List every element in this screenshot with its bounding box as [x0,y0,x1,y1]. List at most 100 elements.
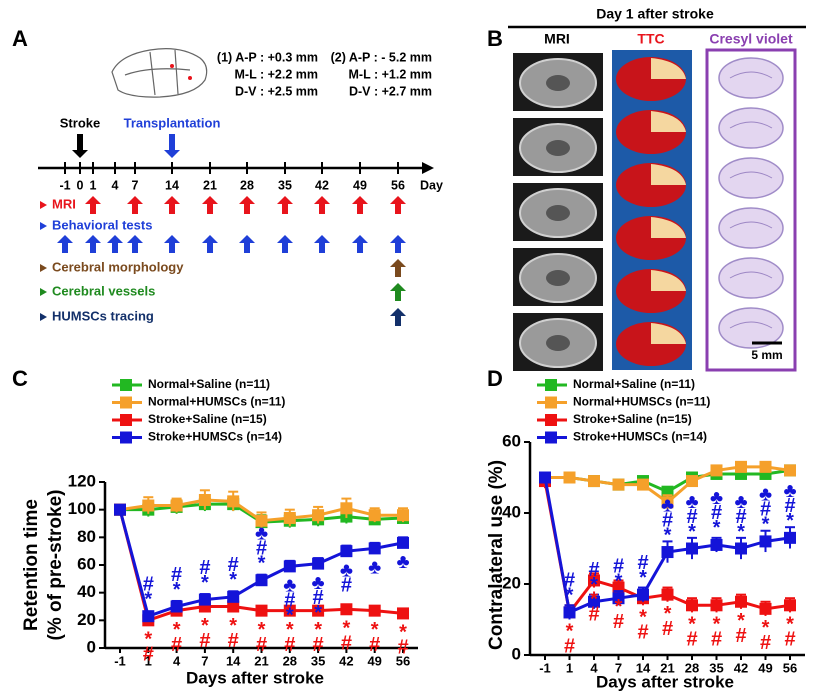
significance-mark: * [258,619,266,641]
transplant-label: Transplantation [124,115,221,130]
legend-label: Normal+HUMSCs (n=11) [148,395,285,409]
schedule-arrow [390,259,406,277]
skull-sketch [111,48,208,98]
significance-mark: ♣ [368,557,381,579]
data-point [368,604,381,617]
x-tick-label: 21 [660,660,674,675]
significance-mark: # [662,618,673,640]
data-point [312,557,325,570]
data-point [686,475,698,488]
data-point [227,600,240,613]
significance-mark: * [762,514,770,536]
data-point [784,599,796,612]
schedule-arrow [202,196,218,214]
legend-label: Stroke+HUMSCs (n=14) [148,430,282,444]
data-point [588,475,600,488]
data-point [612,592,625,605]
significance-mark: # [637,552,648,574]
data-point [637,588,649,601]
significance-mark: # [760,632,771,654]
significance-mark: * [258,552,266,574]
data-point [312,509,325,522]
data-point [340,502,353,515]
mri-ventricle [546,335,570,351]
data-point [710,599,723,612]
legend-marker [545,379,557,391]
significance-mark: * [229,569,237,591]
legend-label: Normal+HUMSCs (n=11) [573,395,710,409]
significance-mark: * [229,615,237,637]
legend-label: Normal+Saline (n=11) [148,377,270,391]
significance-mark: # [369,634,380,656]
stroke-label: Stroke [60,115,100,130]
significance-mark: * [639,567,647,589]
schedule-arrow [390,283,406,301]
schedule-arrow [85,196,101,214]
data-point [255,604,268,617]
legend-marker [545,431,557,444]
panel-b-title: Day 1 after stroke [596,6,714,22]
x-axis-label: Days after stroke [596,672,734,691]
data-point [735,542,747,555]
legend-marker [120,414,132,426]
timeline-day-label: 1 [90,178,97,192]
stroke-arrow [72,134,88,158]
schedule-arrow [164,196,180,214]
x-tick-label: 28 [685,660,699,675]
data-point [170,600,183,613]
significance-mark: * [201,615,209,637]
data-point [198,493,211,506]
significance-mark: * [737,521,745,543]
schedule-arrow [277,196,293,214]
row-bullet [40,222,47,230]
significance-mark: # [256,634,267,656]
significance-mark: # [784,495,795,517]
significance-mark: # [735,506,746,528]
cresyl-brain [718,257,784,299]
data-point [784,531,796,544]
significance-mark: # [588,559,599,581]
row-label: Cerebral morphology [52,259,184,274]
data-point [198,593,211,606]
timeline-day-label: 21 [203,178,217,192]
schedule-arrow [127,235,143,253]
significance-mark: * [144,588,152,610]
cresyl-detail [729,271,773,279]
data-point [588,595,600,608]
x-tick-label: 14 [226,653,241,668]
cresyl-detail [729,121,773,129]
significance-mark: * [399,622,407,644]
data-point [686,542,698,555]
x-tick-label: 28 [283,653,297,668]
y-tick-label: 0 [87,637,96,656]
x-tick-label: 4 [590,660,598,675]
significance-mark: ♣ [255,522,268,544]
ttc-lesion [651,111,686,132]
timeline-day-label: 14 [165,178,179,192]
cresyl-detail [729,71,773,79]
data-point [170,499,183,512]
significance-mark: # [199,630,210,652]
panel-letter: B [487,26,503,51]
significance-mark: * [639,606,647,628]
ttc-lesion [651,270,686,291]
data-point [735,460,747,473]
significance-mark: # [313,634,324,656]
data-point [397,536,409,549]
cresyl-detail [729,221,773,229]
schedule-arrow [390,235,406,253]
panel-letter: C [12,366,28,391]
data-point [759,460,772,473]
significance-mark: # [341,574,352,596]
timeline-day-label: 28 [240,178,254,192]
x-tick-label: 42 [339,653,353,668]
ttc-lesion [651,58,686,79]
x-tick-label: 49 [758,660,772,675]
x-tick-label: 21 [254,653,268,668]
y-tick-label: 120 [68,471,96,490]
significance-mark: # [313,587,324,609]
data-point [563,606,576,619]
coordinate-text: (1) A-P : +0.3 mm [217,50,318,64]
data-point [397,509,409,522]
y-axis-label: (% of pre-stroke) [45,490,66,641]
